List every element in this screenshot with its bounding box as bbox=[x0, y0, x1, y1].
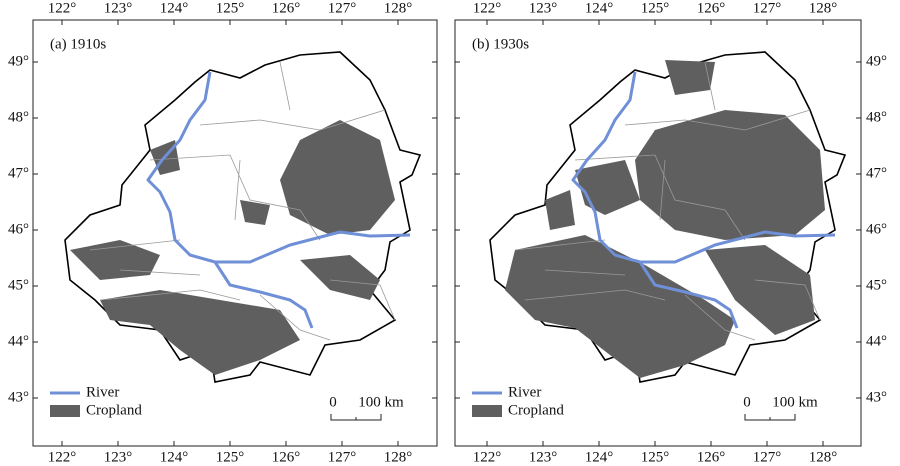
lat-label: 44° bbox=[866, 333, 887, 349]
lon-label-bottom: 126° bbox=[272, 449, 301, 465]
legend-river: River bbox=[508, 384, 541, 400]
legend-cropland: Cropland bbox=[86, 402, 142, 418]
lon-label-top: 123° bbox=[529, 0, 558, 16]
scale-start: 0 bbox=[329, 394, 337, 410]
legend-river: River bbox=[86, 384, 119, 400]
lon-label-top: 127° bbox=[328, 0, 357, 16]
lon-label-bottom: 127° bbox=[753, 449, 782, 465]
panel-b: (b) 1930s River Cropland 0 100 km bbox=[454, 19, 862, 447]
panel-frame bbox=[454, 19, 862, 447]
lat-label: 49° bbox=[866, 53, 887, 69]
lon-label-bottom: 124° bbox=[585, 449, 614, 465]
lat-label: 43° bbox=[8, 389, 29, 405]
scale-bar bbox=[330, 414, 382, 421]
lon-label-top: 126° bbox=[697, 0, 726, 16]
lon-label-bottom: 124° bbox=[160, 449, 189, 465]
lat-label: 45° bbox=[866, 277, 887, 293]
lon-label-bottom: 127° bbox=[328, 449, 357, 465]
scale-start: 0 bbox=[743, 394, 751, 410]
lon-label-bottom: 123° bbox=[104, 449, 133, 465]
lon-label-bottom: 128° bbox=[809, 449, 838, 465]
lon-label-bottom: 123° bbox=[529, 449, 558, 465]
legend-cropland: Cropland bbox=[508, 402, 564, 418]
panel-label: (a) 1910s bbox=[50, 36, 106, 52]
lon-label-bottom: 122° bbox=[473, 449, 502, 465]
panel-a: (a) 1910s River Cropland 0 100 km bbox=[32, 19, 438, 447]
legend-cropland-swatch bbox=[472, 405, 502, 417]
lon-label-bottom: 125° bbox=[641, 449, 670, 465]
scale-end: 100 km bbox=[358, 394, 404, 410]
scale-end: 100 km bbox=[772, 394, 818, 410]
lon-label-bottom: 122° bbox=[48, 449, 77, 465]
lat-label: 43° bbox=[866, 389, 887, 405]
panel-frame bbox=[32, 19, 438, 447]
scale-bar bbox=[744, 414, 796, 421]
lon-label-top: 125° bbox=[216, 0, 245, 16]
lat-label: 48° bbox=[866, 109, 887, 125]
lon-label-bottom: 125° bbox=[216, 449, 245, 465]
lon-label-bottom: 128° bbox=[384, 449, 413, 465]
lat-label: 45° bbox=[8, 277, 29, 293]
cropland bbox=[70, 120, 395, 375]
lon-label-top: 125° bbox=[641, 0, 670, 16]
lat-label: 46° bbox=[866, 221, 887, 237]
lat-label: 48° bbox=[8, 109, 29, 125]
panel-label: (b) 1930s bbox=[472, 36, 529, 52]
lat-label: 47° bbox=[866, 165, 887, 181]
lon-label-top: 128° bbox=[384, 0, 413, 16]
lon-label-top: 123° bbox=[104, 0, 133, 16]
lat-label: 49° bbox=[8, 53, 29, 69]
lat-label: 47° bbox=[8, 165, 29, 181]
lon-label-top: 124° bbox=[160, 0, 189, 16]
lon-label-top: 122° bbox=[48, 0, 77, 16]
lon-label-bottom: 126° bbox=[697, 449, 726, 465]
lon-label-top: 128° bbox=[809, 0, 838, 16]
lon-label-top: 127° bbox=[753, 0, 782, 16]
lon-label-top: 124° bbox=[585, 0, 614, 16]
lat-label: 46° bbox=[8, 221, 29, 237]
lon-label-top: 122° bbox=[473, 0, 502, 16]
legend-cropland-swatch bbox=[50, 405, 80, 417]
lon-label-top: 126° bbox=[272, 0, 301, 16]
lat-label: 44° bbox=[8, 333, 29, 349]
